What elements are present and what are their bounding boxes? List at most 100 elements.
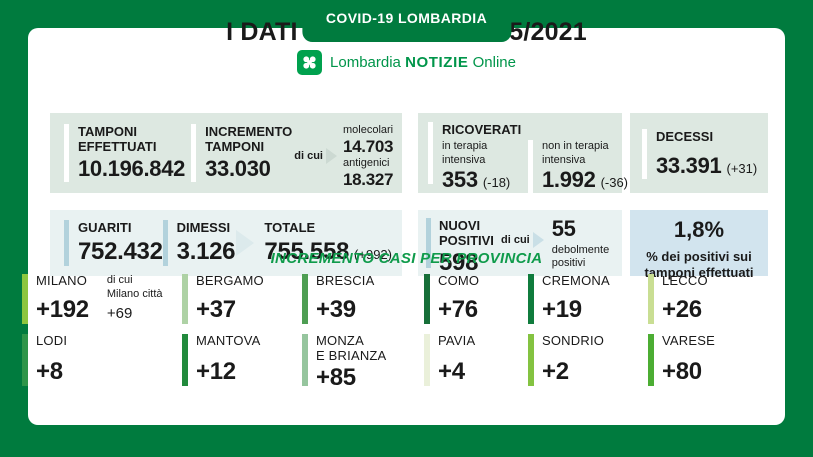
province-name: LECCO	[662, 273, 708, 288]
debolmente-positivi-label: debolmente positivi	[551, 244, 610, 270]
province-value: +12	[196, 358, 236, 385]
terapia-intensiva-value: 353	[442, 166, 478, 192]
logo-text-lombardia: Lombardia	[330, 54, 401, 71]
separator-bar	[428, 122, 433, 184]
guariti-value: 752.432	[78, 238, 163, 265]
province-name: SONDRIO	[542, 333, 605, 348]
terapia-intensiva-label: in terapia intensiva	[442, 140, 488, 166]
milano-citta-label: di cui Milano città	[106, 274, 163, 300]
province-item-varese: VARESE +80	[648, 333, 748, 386]
province-color-bar	[182, 334, 188, 386]
stat-box-tamponi: TAMPONI EFFETTUATI 10.196.842 INCREMENTO…	[50, 113, 402, 193]
arrow-right-icon	[236, 230, 255, 256]
ricoverati-label: RICOVERATI	[442, 122, 522, 137]
incremento-tamponi-label: INCREMENTO TAMPONI	[205, 124, 293, 155]
province-item-mantova: MANTOVA +12	[182, 333, 302, 386]
rosa-camuna-icon	[297, 50, 323, 75]
province-color-bar	[182, 274, 188, 324]
di-cui-arrow-icon	[326, 148, 337, 164]
stat-box-percentuale: 1,8% % dei positivi sui tamponi effettua…	[630, 210, 768, 280]
province-color-bar	[22, 334, 28, 386]
covid-badge-label: COVID-19 LOMBARDIA	[325, 10, 488, 26]
province-value: +192	[36, 296, 89, 323]
terapia-intensiva-delta: (-18)	[482, 174, 511, 190]
province-value: +8	[36, 358, 63, 385]
province-color-bar	[648, 274, 654, 324]
province-item-milano: MILANO +192 di cui Milano città +69	[22, 273, 182, 324]
province-value: +76	[438, 296, 478, 323]
stat-box-guariti-totale: GUARITI 752.432 DIMESSI 3.126 TOTALE 755…	[50, 210, 402, 276]
stat-box-ricoverati: RICOVERATI in terapia intensiva 353 (-18…	[418, 113, 628, 193]
debolmente-positivi-value: 55	[551, 216, 576, 241]
province-name: MONZA E BRIANZA	[316, 333, 387, 363]
separator-bar	[64, 220, 69, 266]
province-item-lecco: LECCO +26	[648, 273, 748, 324]
separator-bar	[528, 140, 533, 193]
province-heading: INCREMENTO CASI PER PROVINCIA	[270, 250, 543, 267]
province-value: +4	[438, 358, 465, 385]
decessi-label: DECESSI	[656, 129, 714, 144]
totale-value: 755.558	[264, 238, 350, 265]
totale-delta: (+992)	[354, 247, 392, 262]
province-value: +26	[662, 296, 702, 323]
guariti-label: GUARITI	[78, 220, 132, 235]
dimessi-label: DIMESSI	[176, 220, 231, 235]
antigenici-value: 18.327	[343, 170, 394, 190]
province-value: +80	[662, 358, 702, 385]
covid-badge: COVID-19 LOMBARDIA	[301, 0, 512, 42]
stat-box-decessi: DECESSI 33.391 (+31)	[630, 113, 768, 193]
province-color-bar	[424, 274, 430, 324]
non-terapia-intensiva-label: non in terapia intensiva	[542, 140, 609, 166]
nuovi-positivi-value: 598	[439, 248, 479, 276]
province-color-bar	[648, 334, 654, 386]
decessi-delta: (+31)	[726, 161, 758, 176]
province-value: +85	[316, 363, 356, 391]
molecolari-value: 14.703	[343, 137, 394, 157]
di-cui-label: di cui	[294, 150, 323, 162]
separator-bar	[162, 220, 168, 266]
province-item-brescia: BRESCIA +39	[302, 273, 424, 324]
province-value: +19	[542, 296, 582, 323]
province-grid: MILANO +192 di cui Milano città +69 BERG…	[22, 273, 748, 391]
province-color-bar	[302, 274, 308, 324]
province-name: MANTOVA	[196, 333, 261, 348]
province-color-bar	[528, 274, 534, 324]
totale-label: TOTALE	[264, 220, 316, 235]
tamponi-effettuati-value: 10.196.842	[78, 156, 186, 181]
decessi-value: 33.391	[656, 153, 722, 178]
province-item-bergamo: BERGAMO +37	[182, 273, 302, 324]
non-terapia-intensiva-value: 1.992	[542, 166, 596, 192]
province-item-cremona: CREMONA +19	[528, 273, 648, 324]
province-color-bar	[302, 334, 308, 386]
province-item-pavia: PAVIA +4	[424, 333, 528, 386]
separator-bar	[642, 129, 647, 179]
province-value: +37	[196, 296, 236, 323]
lombardia-notizie-logo: Lombardia NOTIZIE Online	[0, 50, 813, 75]
molecolari-label: molecolari	[343, 124, 394, 136]
province-name: COMO	[438, 273, 480, 288]
dimessi-value: 3.126	[176, 238, 236, 265]
separator-bar	[191, 124, 197, 182]
province-name: BRESCIA	[316, 273, 375, 288]
province-color-bar	[22, 274, 28, 324]
percentuale-value: 1,8%	[673, 217, 725, 242]
province-name: CREMONA	[542, 273, 610, 288]
milano-citta-sub: di cui Milano città +69	[107, 274, 163, 324]
province-name: BERGAMO	[196, 273, 264, 288]
di-cui-arrow-icon	[532, 232, 544, 248]
milano-citta-value: +69	[106, 304, 133, 322]
logo-text: Lombardia NOTIZIE Online	[330, 54, 516, 71]
province-color-bar	[424, 334, 430, 386]
separator-bar	[64, 124, 69, 182]
province-name: PAVIA	[438, 333, 476, 348]
province-name: LODI	[36, 333, 68, 348]
province-item-monza-e-brianza: MONZA E BRIANZA +85	[302, 333, 424, 391]
stat-box-nuovi-positivi: NUOVI POSITIVI 598 di cui 55 debolmente …	[418, 210, 622, 276]
non-terapia-intensiva-delta: (-36)	[600, 174, 629, 190]
incremento-tamponi-value: 33.030	[205, 156, 271, 181]
province-item-como: COMO +76	[424, 273, 528, 324]
separator-bar	[426, 218, 431, 268]
nuovi-positivi-label: NUOVI POSITIVI	[439, 218, 494, 249]
logo-text-notizie: NOTIZIE	[405, 54, 469, 71]
